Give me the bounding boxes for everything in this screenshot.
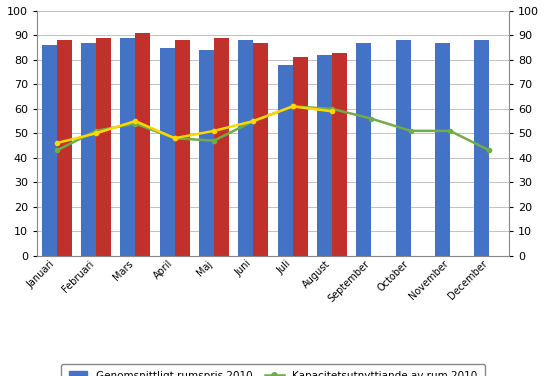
Bar (41, 45, 57, 256)
Kapacitetsutnyttjande av rum 2011 (132, 119, 139, 123)
Kapacitetsutnyttjande av rum 2010 (171, 136, 178, 141)
Bar (96, 38, 111, 256)
Kapacitetsutnyttjande av rum 2010 (250, 119, 257, 123)
Bar (160, 48, 175, 256)
Kapacitetsutnyttjande av rum 2011 (171, 136, 178, 141)
Kapacitetsutnyttjande av rum 2011 (54, 141, 60, 146)
Bar (120, 38, 135, 256)
Bar (81, 43, 96, 256)
Kapacitetsutnyttjande av rum 2010 (447, 129, 453, 133)
Bar (239, 40, 253, 256)
Bar (214, 38, 229, 256)
Kapacitetsutnyttjande av rum 2011 (93, 131, 99, 136)
Bar (317, 55, 332, 256)
Kapacitetsutnyttjande av rum 2011 (329, 109, 335, 114)
Kapacitetsutnyttjande av rum 2010 (211, 138, 217, 143)
Kapacitetsutnyttjande av rum 2011 (211, 129, 217, 133)
Line: Kapacitetsutnyttjande av rum 2010: Kapacitetsutnyttjande av rum 2010 (55, 104, 491, 153)
Kapacitetsutnyttjande av rum 2010 (329, 106, 335, 111)
Legend: Genomsnittligt rumspris 2010, Genomsnittligt rumspris 2011, Kapacitetsutnyttjand: Genomsnittligt rumspris 2010, Genomsnitt… (61, 364, 485, 376)
Bar (357, 43, 371, 256)
Bar (474, 40, 489, 256)
Kapacitetsutnyttjande av rum 2010 (289, 104, 296, 109)
Bar (435, 43, 450, 256)
Line: Kapacitetsutnyttjande av rum 2011: Kapacitetsutnyttjande av rum 2011 (55, 104, 334, 145)
Bar (293, 58, 307, 256)
Kapacitetsutnyttjande av rum 2010 (54, 148, 60, 153)
Kapacitetsutnyttjande av rum 2010 (132, 121, 139, 126)
Bar (396, 40, 411, 256)
Kapacitetsutnyttjande av rum 2011 (289, 104, 296, 109)
Kapacitetsutnyttjande av rum 2010 (368, 117, 375, 121)
Bar (135, 33, 150, 256)
Kapacitetsutnyttjande av rum 2011 (250, 119, 257, 123)
Kapacitetsutnyttjande av rum 2010 (407, 129, 414, 133)
Bar (332, 53, 347, 256)
Bar (175, 40, 189, 256)
Bar (199, 50, 214, 256)
Bar (278, 65, 293, 256)
Bar (253, 43, 268, 256)
Kapacitetsutnyttjande av rum 2010 (93, 129, 99, 133)
Kapacitetsutnyttjande av rum 2010 (486, 148, 492, 153)
Bar (57, 40, 72, 256)
